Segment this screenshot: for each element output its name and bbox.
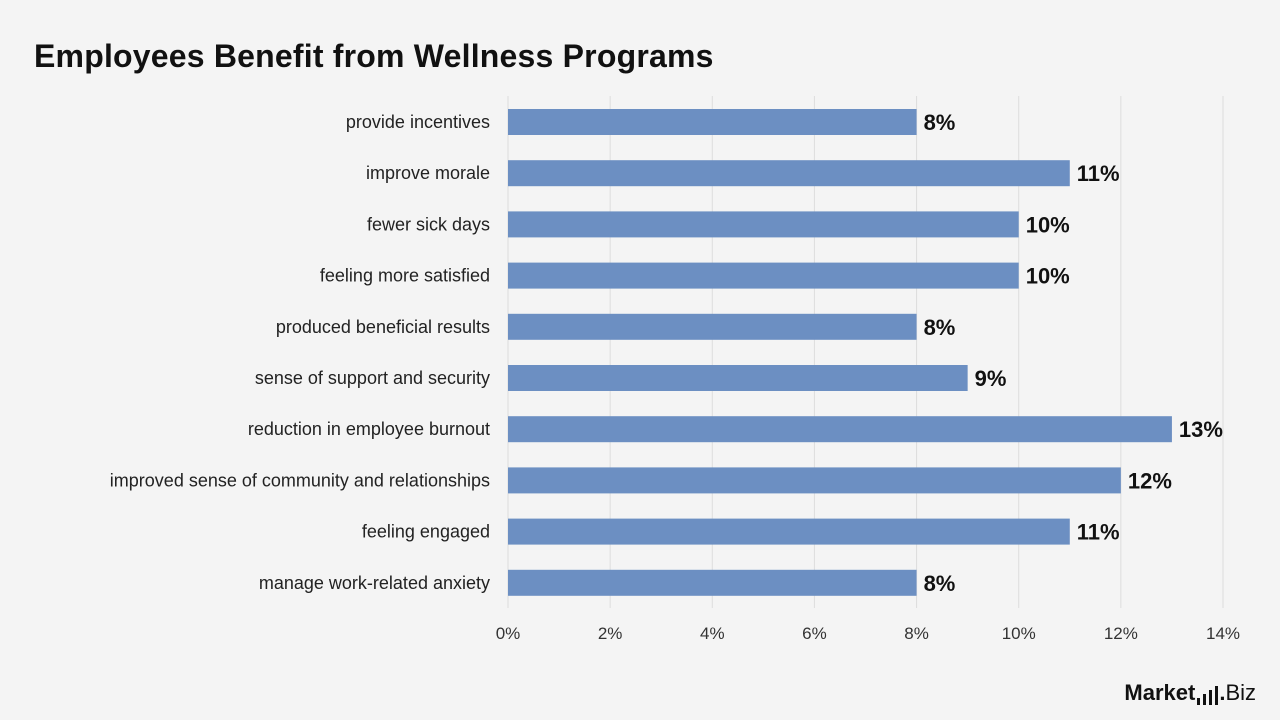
category-label: feeling more satisfied [320,266,490,286]
bar [508,365,968,391]
data-label: 8% [924,315,956,340]
x-tick-label: 6% [802,624,827,643]
data-label: 8% [924,110,956,135]
logo-brand-text: Market [1124,680,1196,705]
x-tick-label: 12% [1104,624,1138,643]
bar [508,518,1070,545]
category-label: sense of support and security [255,368,490,388]
logo-bars-icon [1197,686,1219,705]
bars [508,109,1172,596]
data-label: 8% [924,571,956,596]
data-label: 9% [975,366,1007,391]
logo-suffix: Biz [1225,680,1256,705]
data-label: 10% [1026,264,1070,289]
x-tick-label: 2% [598,624,623,643]
x-tick-label: 4% [700,624,725,643]
bar [508,467,1121,494]
category-label: improved sense of community and relation… [110,470,490,490]
logo-dot: . [1219,680,1226,705]
x-tick-label: 14% [1206,624,1240,643]
category-labels: provide incentives improve morale fewer si… [110,112,490,593]
bar [508,313,917,340]
category-label: provide incentives [346,112,490,132]
x-axis-tick-labels: 0% 2% 4% 6% 8% 10% 12% 14% [496,624,1240,643]
category-label: fewer sick days [367,214,490,234]
data-label: 13% [1179,417,1223,442]
data-label: 10% [1026,212,1070,237]
chart-title: Employees Benefit from Wellness Programs [34,38,714,74]
bar [508,569,917,596]
x-tick-label: 8% [904,624,929,643]
bar [508,160,1070,187]
x-tick-label: 10% [1002,624,1036,643]
marketbiz-logo: Market . Biz [1124,680,1256,706]
bar [508,416,1172,443]
value-labels: 8% 11% 10% 10% 8% 9% 13% 12% 11% 8% [924,110,1223,596]
data-label: 11% [1077,161,1120,186]
category-label: manage work-related anxiety [259,573,490,593]
bar [508,262,1019,289]
data-label: 11% [1077,520,1120,545]
data-label: 12% [1128,468,1172,493]
bar [508,211,1019,238]
category-label: reduction in employee burnout [248,419,490,439]
category-label: produced beneficial results [276,317,490,337]
x-tick-label: 0% [496,624,521,643]
bar [508,109,917,135]
category-label: improve morale [366,163,490,183]
category-label: feeling engaged [362,522,490,542]
